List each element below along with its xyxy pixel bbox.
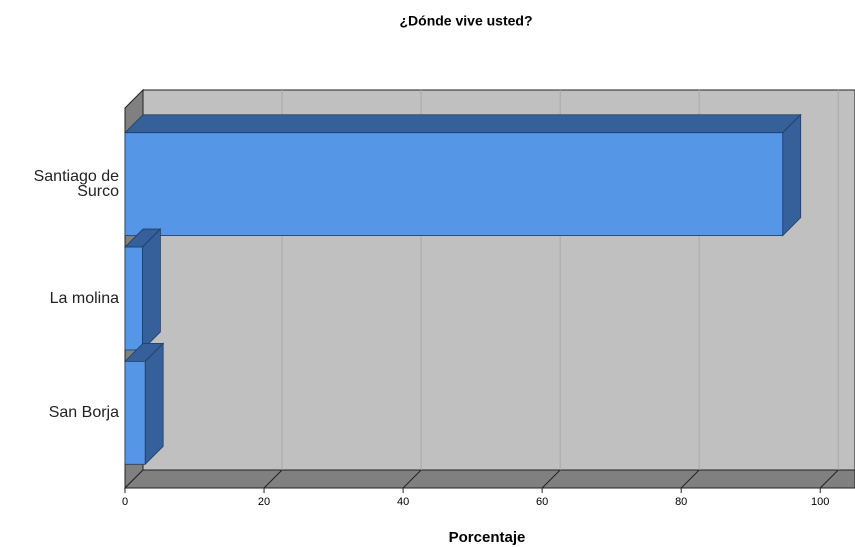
floor-grid-line: [402, 469, 422, 489]
bar-side: [141, 228, 161, 351]
bar-side: [144, 342, 164, 466]
bar-side: [782, 113, 802, 237]
floor-grid-line: [541, 469, 561, 489]
bar-top: [124, 114, 802, 134]
y-tick-label: San Borja: [48, 404, 119, 422]
bar: [124, 246, 143, 351]
x-axis-label: Porcentaje: [449, 529, 526, 546]
floor-grid-line: [263, 469, 283, 489]
floor-grid-line: [819, 469, 839, 489]
chart-title: ¿Dónde vive usted?: [399, 13, 532, 29]
floor: [123, 469, 855, 489]
x-tick-label: 0: [122, 496, 128, 508]
bar: [124, 360, 146, 465]
y-tick-label: La molina: [49, 290, 119, 307]
x-tick-label: 100: [811, 496, 829, 508]
y-tick-label: Santiago de Surco: [33, 168, 119, 201]
x-tick-label: 40: [397, 496, 409, 508]
x-tick-label: 20: [258, 496, 270, 508]
bar: [124, 132, 784, 237]
x-tick-label: 80: [675, 496, 687, 508]
x-tick-label: 60: [536, 496, 548, 508]
floor-grid-line: [680, 469, 700, 489]
